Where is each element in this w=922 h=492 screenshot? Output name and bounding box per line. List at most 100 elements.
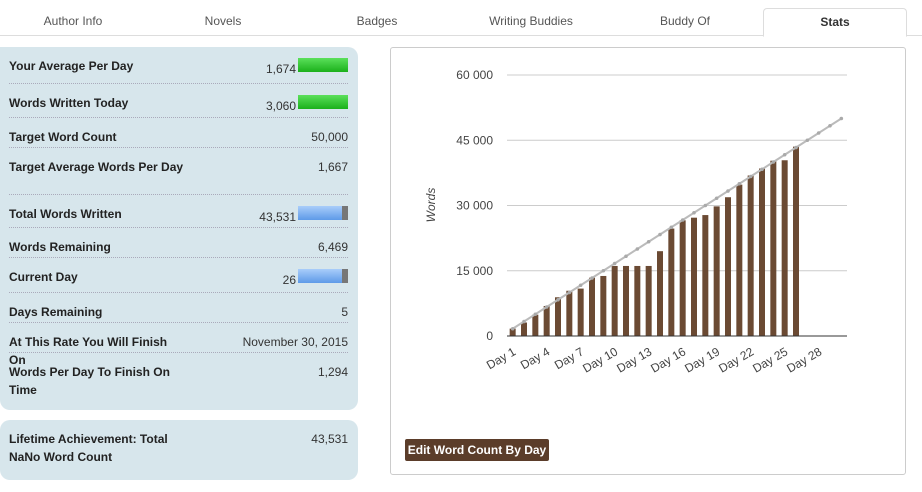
stat-row: Target Average Words Per Day 1,667 [9,148,348,195]
stat-label: Your Average Per Day [9,59,134,73]
bar [781,160,788,336]
stat-row: Target Word Count 50,000 [9,118,348,148]
stat-label: Target Average Words Per Day [9,160,184,174]
target-point [578,283,583,288]
stat-value: 3,060 [265,99,296,113]
stat-label: Total Words Written [9,207,122,221]
bar [577,288,584,336]
bar [566,290,573,336]
stat-label: Words Written Today [9,96,129,110]
stats-card: Your Average Per Day 1,674 Words Written T… [0,47,358,410]
stat-value: 5 [341,305,348,319]
tab-author-info[interactable]: Author Info [43,14,103,28]
bar [725,197,731,336]
x-tick-label: Day 19 [682,344,722,375]
bar [611,265,618,336]
tab-novels[interactable]: Novels [204,14,242,28]
y-axis-label: Words [424,188,438,223]
target-point [533,312,538,317]
tab-bar: Author Info Novels Badges Writing Buddie… [0,8,922,37]
stat-value: 43,531 [259,210,296,224]
stat-label: Words Remaining [9,240,111,254]
target-point [612,261,617,266]
stat-value: 1,674 [265,62,296,76]
stat-value: 1,667 [317,160,348,174]
x-tick-label: Day 25 [750,344,790,375]
stat-row: Words Per Day To Finish On Time 1,294 [9,353,348,400]
stat-label: Current Day [9,270,78,284]
bar [532,314,539,336]
bar [736,184,743,336]
stat-value: 50,000 [311,130,348,144]
stat-row: Your Average Per Day 1,674 [9,47,348,84]
stat-value: November 30, 2015 [242,335,348,349]
bar [691,217,697,336]
tab-buddy-of[interactable]: Buddy Of [659,14,711,28]
lifetime-card: Lifetime Achievement: Total NaNo Word Co… [0,420,358,480]
y-tick-label: 45 000 [456,133,493,147]
target-point [714,196,719,201]
bar [702,215,709,336]
tab-writing-buddies[interactable]: Writing Buddies [489,14,573,28]
target-point [805,138,810,143]
bar [747,175,754,336]
progress-fill [298,269,342,283]
stat-row: Words Remaining 6,469 [9,228,348,258]
target-point [692,210,696,215]
target-point [601,268,606,273]
stat-row: Current Day 26 [9,258,348,293]
target-point [544,305,549,309]
progress-fill [298,206,342,220]
stat-label: Words Per Day To Finish On Time [9,365,170,397]
target-point [635,247,640,251]
x-tick-label: Day 10 [580,344,620,375]
bar [657,251,663,336]
lifetime-value: 43,531 [311,432,348,446]
x-tick-label: Day 13 [614,344,654,375]
target-point [567,290,572,295]
x-tick-label: Day 22 [716,344,756,375]
target-point [726,189,730,193]
bar [543,305,550,336]
bar [668,228,675,336]
bar [759,168,765,336]
lifetime-row: Lifetime Achievement: Total NaNo Word Co… [9,420,348,480]
progress-bar [298,95,348,109]
bar [679,220,686,336]
y-tick-label: 60 000 [456,68,493,82]
target-point [510,326,515,331]
x-tick-label: Day 4 [518,344,552,372]
target-point [680,218,685,222]
target-point [782,152,787,157]
target-point [669,225,674,230]
y-tick-label: 30 000 [456,199,493,213]
tab-badges[interactable]: Badges [356,14,398,28]
stat-label: Days Remaining [9,305,103,319]
stat-label: At This Rate You Will Finish On [9,335,168,367]
target-point [760,167,764,172]
target-point [748,174,753,179]
bar [645,265,652,336]
edit-word-count-button[interactable]: Edit Word Count By Day [405,439,549,461]
stat-row: At This Rate You Will Finish On November … [9,323,348,367]
bar [634,265,641,336]
x-tick-label: Day 28 [784,344,824,375]
x-tick-label: Day 1 [484,344,518,372]
stat-label: Target Word Count [9,130,117,144]
progress-bar [298,58,348,72]
y-tick-label: 0 [486,329,493,343]
x-tick-label: Day 7 [552,344,586,372]
stat-value: 6,469 [317,240,348,254]
stat-value: 1,294 [317,365,348,379]
y-tick-label: 15 000 [456,264,493,278]
bar [555,297,561,336]
tab-stats[interactable]: Stats [763,8,907,37]
target-line [512,117,842,330]
bar [713,206,720,336]
target-point [556,297,560,302]
target-point [794,145,798,150]
bar [793,146,799,336]
bar [509,328,516,336]
word-count-chart: 0 15 000 30 000 45 000 60 000 Words Day 1 Day 4… [424,68,847,376]
target-point [828,123,832,128]
